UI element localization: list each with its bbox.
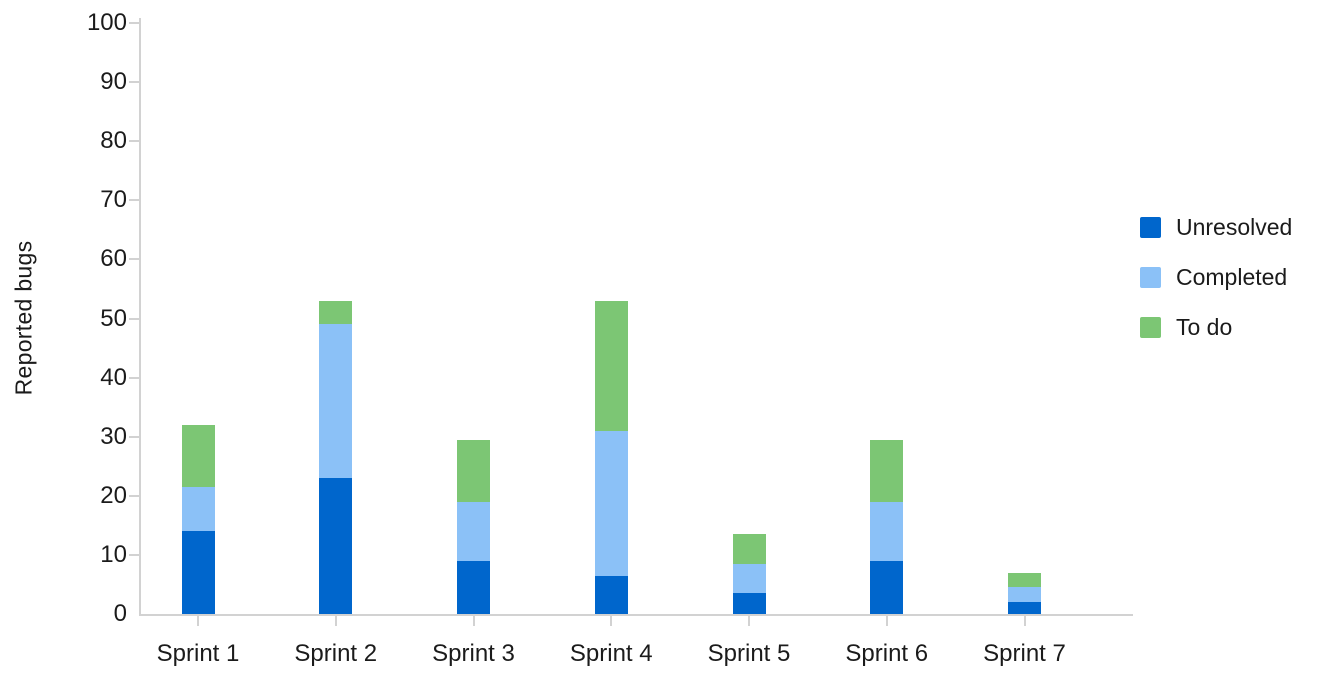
bar-segment-completed[interactable]: [594, 430, 628, 576]
legend: Unresolved Completed To do: [1140, 214, 1293, 367]
legend-label: To do: [1176, 314, 1233, 340]
bar-segment-completed[interactable]: [181, 486, 215, 532]
y-tick-label: 30: [100, 422, 127, 450]
x-tick-label: Sprint 1: [156, 640, 240, 667]
bar-segment-to-do[interactable]: [181, 424, 215, 487]
y-tick-label: 100: [86, 9, 127, 36]
x-tick-label: Sprint 4: [569, 640, 653, 667]
y-tick-mark: [129, 494, 140, 497]
y-tick-label: 60: [100, 245, 127, 273]
bar-segment-to-do[interactable]: [870, 439, 904, 502]
bar-segment-completed[interactable]: [319, 324, 353, 479]
bar-segment-completed[interactable]: [1008, 587, 1041, 603]
x-tick-label: Sprint 6: [845, 640, 929, 667]
bar-segment-to-do[interactable]: [457, 439, 490, 502]
bar-segment-completed[interactable]: [457, 501, 490, 561]
x-tick-label: Sprint 3: [432, 640, 515, 667]
legend-swatch-to-do: [1140, 317, 1161, 338]
bar-segment-unresolved[interactable]: [1008, 602, 1041, 614]
legend-swatch-completed: [1140, 267, 1161, 288]
y-tick-mark: [129, 140, 140, 143]
bar-segment-unresolved[interactable]: [870, 560, 904, 614]
y-tick-mark: [129, 317, 140, 320]
y-tick-mark: [129, 258, 140, 261]
y-tick-mark: [129, 199, 140, 202]
y-tick-label: 0: [113, 600, 127, 627]
y-tick-label: 90: [100, 68, 127, 96]
legend-swatch-unresolved: [1140, 217, 1161, 238]
y-tick-mark: [129, 553, 140, 556]
x-tick-mark: [334, 616, 337, 626]
legend-label: Unresolved: [1176, 214, 1293, 240]
bar-segment-unresolved[interactable]: [319, 478, 353, 614]
y-tick-mark: [129, 435, 140, 438]
x-tick-label: Sprint 7: [983, 640, 1066, 667]
y-tick-mark: [129, 22, 140, 24]
bar-segment-to-do[interactable]: [319, 300, 353, 325]
y-tick-label: 20: [100, 481, 127, 509]
x-tick-mark: [197, 616, 199, 626]
x-tick-mark: [610, 616, 613, 626]
y-tick-label: 70: [100, 186, 127, 214]
y-tick-label: 50: [100, 304, 127, 332]
bar-segment-completed[interactable]: [732, 563, 766, 594]
x-tick-mark: [1023, 616, 1026, 626]
y-tick-label: 80: [100, 127, 127, 155]
bar-segment-to-do[interactable]: [1008, 572, 1041, 588]
legend-item-to-do[interactable]: To do: [1140, 314, 1292, 340]
bar-segment-unresolved[interactable]: [594, 575, 628, 614]
bar-segment-unresolved[interactable]: [732, 593, 766, 614]
x-tick-mark: [885, 616, 888, 626]
x-tick-label: Sprint 5: [707, 640, 791, 667]
legend-item-unresolved[interactable]: Unresolved: [1140, 214, 1293, 240]
y-axis-line: [139, 18, 141, 616]
legend-item-completed[interactable]: Completed: [1140, 264, 1292, 290]
bar-segment-completed[interactable]: [870, 501, 904, 561]
x-axis-line: [139, 614, 1133, 616]
y-tick-label: 40: [100, 363, 127, 391]
bar-segment-unresolved[interactable]: [181, 531, 215, 614]
y-tick-mark: [129, 376, 140, 379]
bar-segment-to-do[interactable]: [732, 534, 766, 564]
y-tick-mark: [129, 81, 140, 84]
x-tick-mark: [472, 616, 475, 626]
bar-segment-to-do[interactable]: [594, 300, 628, 431]
x-tick-mark: [748, 616, 750, 626]
x-tick-label: Sprint 2: [294, 640, 378, 667]
bar-segment-unresolved[interactable]: [457, 560, 490, 614]
y-axis-title: Reported bugs: [10, 240, 37, 396]
y-tick-label: 10: [100, 540, 127, 568]
legend-label: Completed: [1176, 264, 1288, 290]
